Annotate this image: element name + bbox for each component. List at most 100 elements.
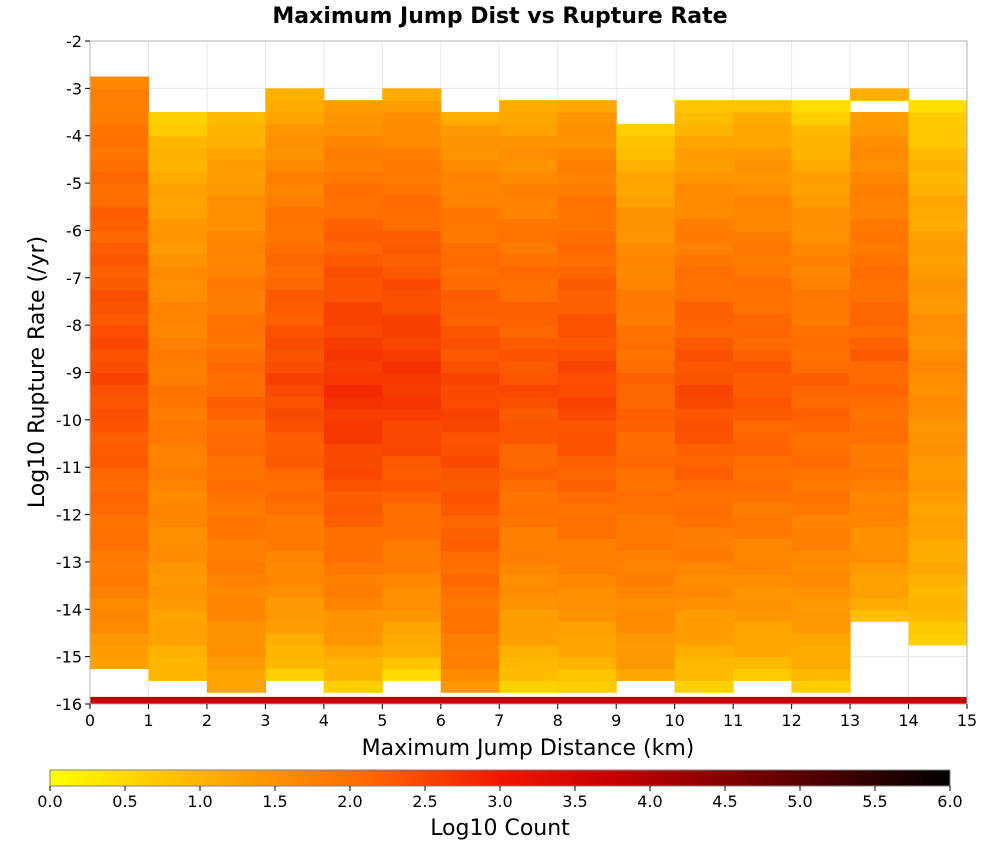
heatmap-cell [90, 419, 150, 433]
heatmap-cell [323, 348, 383, 362]
heatmap-cell [908, 609, 968, 622]
y-tick-label: -7 [66, 269, 82, 288]
heatmap-cell [148, 621, 208, 634]
heatmap-cell [557, 680, 617, 693]
heatmap-cell [499, 135, 559, 149]
heatmap-cell [616, 621, 676, 634]
y-tick-label: -15 [56, 648, 82, 667]
heatmap-cell [616, 277, 676, 291]
heatmap-cell [791, 632, 851, 646]
heatmap-cell [90, 289, 150, 303]
heatmap-cell [206, 325, 266, 338]
heatmap-cell [674, 277, 734, 291]
x-tick-label: 0 [85, 711, 95, 730]
heatmap-cell [850, 135, 910, 149]
heatmap-cell [206, 372, 266, 385]
heatmap-cell [733, 372, 793, 385]
heatmap-cell [382, 490, 442, 504]
heatmap-cell [499, 431, 559, 445]
heatmap-cell [440, 609, 500, 622]
heatmap-cell [791, 123, 851, 137]
heatmap-cell [440, 384, 500, 397]
heatmap-cell [206, 277, 266, 291]
heatmap-cell [499, 621, 559, 634]
heatmap-cell [148, 301, 208, 314]
heatmap-cell [733, 419, 793, 433]
heatmap-cell [206, 621, 266, 634]
heatmap-cell [148, 479, 208, 492]
heatmap-cell [265, 265, 325, 279]
heatmap-cell [674, 680, 734, 693]
heatmap-cell [90, 538, 150, 551]
heatmap-cell [791, 396, 851, 409]
heatmap-cell [674, 372, 734, 385]
heatmap-cells [90, 76, 968, 704]
heatmap-cell [265, 301, 325, 314]
y-tick-label: -9 [66, 364, 82, 383]
heatmap-cell [265, 88, 325, 101]
heatmap-cell [791, 479, 851, 492]
heatmap-cell [265, 112, 325, 125]
heatmap-cell [557, 632, 617, 646]
heatmap-cell [148, 372, 208, 385]
heatmap-cell [148, 408, 208, 421]
heatmap-cell [148, 313, 208, 326]
heatmap-cell [791, 408, 851, 421]
heatmap-cell [206, 644, 266, 658]
heatmap-cell [499, 265, 559, 279]
heatmap-cell [90, 88, 150, 101]
heatmap-cell [265, 656, 325, 670]
heatmap-cell [791, 538, 851, 551]
heatmap-cell [733, 621, 793, 634]
heatmap-cell [440, 455, 500, 468]
heatmap-cell [148, 490, 208, 504]
heatmap-cell [206, 301, 266, 314]
heatmap-cell [850, 313, 910, 326]
heatmap-cell [382, 396, 442, 409]
heatmap-cell [733, 431, 793, 445]
heatmap-cell [440, 419, 500, 433]
heatmap-cell [850, 242, 910, 255]
heatmap-cell [791, 490, 851, 504]
heatmap-cell [440, 573, 500, 587]
heatmap-cell [90, 194, 150, 208]
heatmap-cell [90, 490, 150, 504]
heatmap-cell [908, 171, 968, 184]
heatmap-cell [674, 632, 734, 646]
heatmap-cell [616, 467, 676, 480]
heatmap-cell [382, 644, 442, 658]
heatmap-cell [791, 325, 851, 338]
heatmap-cell [206, 479, 266, 492]
colorbar-tick-label: 4.5 [712, 792, 737, 811]
heatmap-cell [908, 621, 968, 634]
heatmap-cell [148, 384, 208, 397]
heatmap-cell [733, 668, 793, 681]
heatmap-cell [265, 123, 325, 137]
x-tick-label: 7 [494, 711, 504, 730]
heatmap-cell [791, 336, 851, 350]
heatmap-cell [206, 609, 266, 622]
heatmap-cell [616, 443, 676, 456]
heatmap-cell [440, 479, 500, 492]
heatmap-cell [265, 100, 325, 113]
heatmap-cell [206, 538, 266, 551]
heatmap-cell [440, 372, 500, 385]
heatmap-cell [499, 360, 559, 374]
heatmap-cell [850, 112, 910, 125]
heatmap-cell [791, 573, 851, 587]
heatmap-cell [616, 372, 676, 385]
heatmap-cell [850, 230, 910, 243]
heatmap-cell [850, 431, 910, 445]
heatmap-cell [382, 100, 442, 113]
heatmap-cell [206, 514, 266, 528]
heatmap-cell [440, 336, 500, 350]
heatmap-cell [499, 479, 559, 492]
heatmap-cell [499, 230, 559, 243]
heatmap-cell [265, 514, 325, 528]
heatmap-cell [850, 609, 910, 622]
heatmap-cell [733, 490, 793, 504]
colorbar [49, 769, 951, 787]
heatmap-cell [791, 585, 851, 599]
heatmap-cell [265, 550, 325, 563]
heatmap-cell [90, 76, 150, 89]
